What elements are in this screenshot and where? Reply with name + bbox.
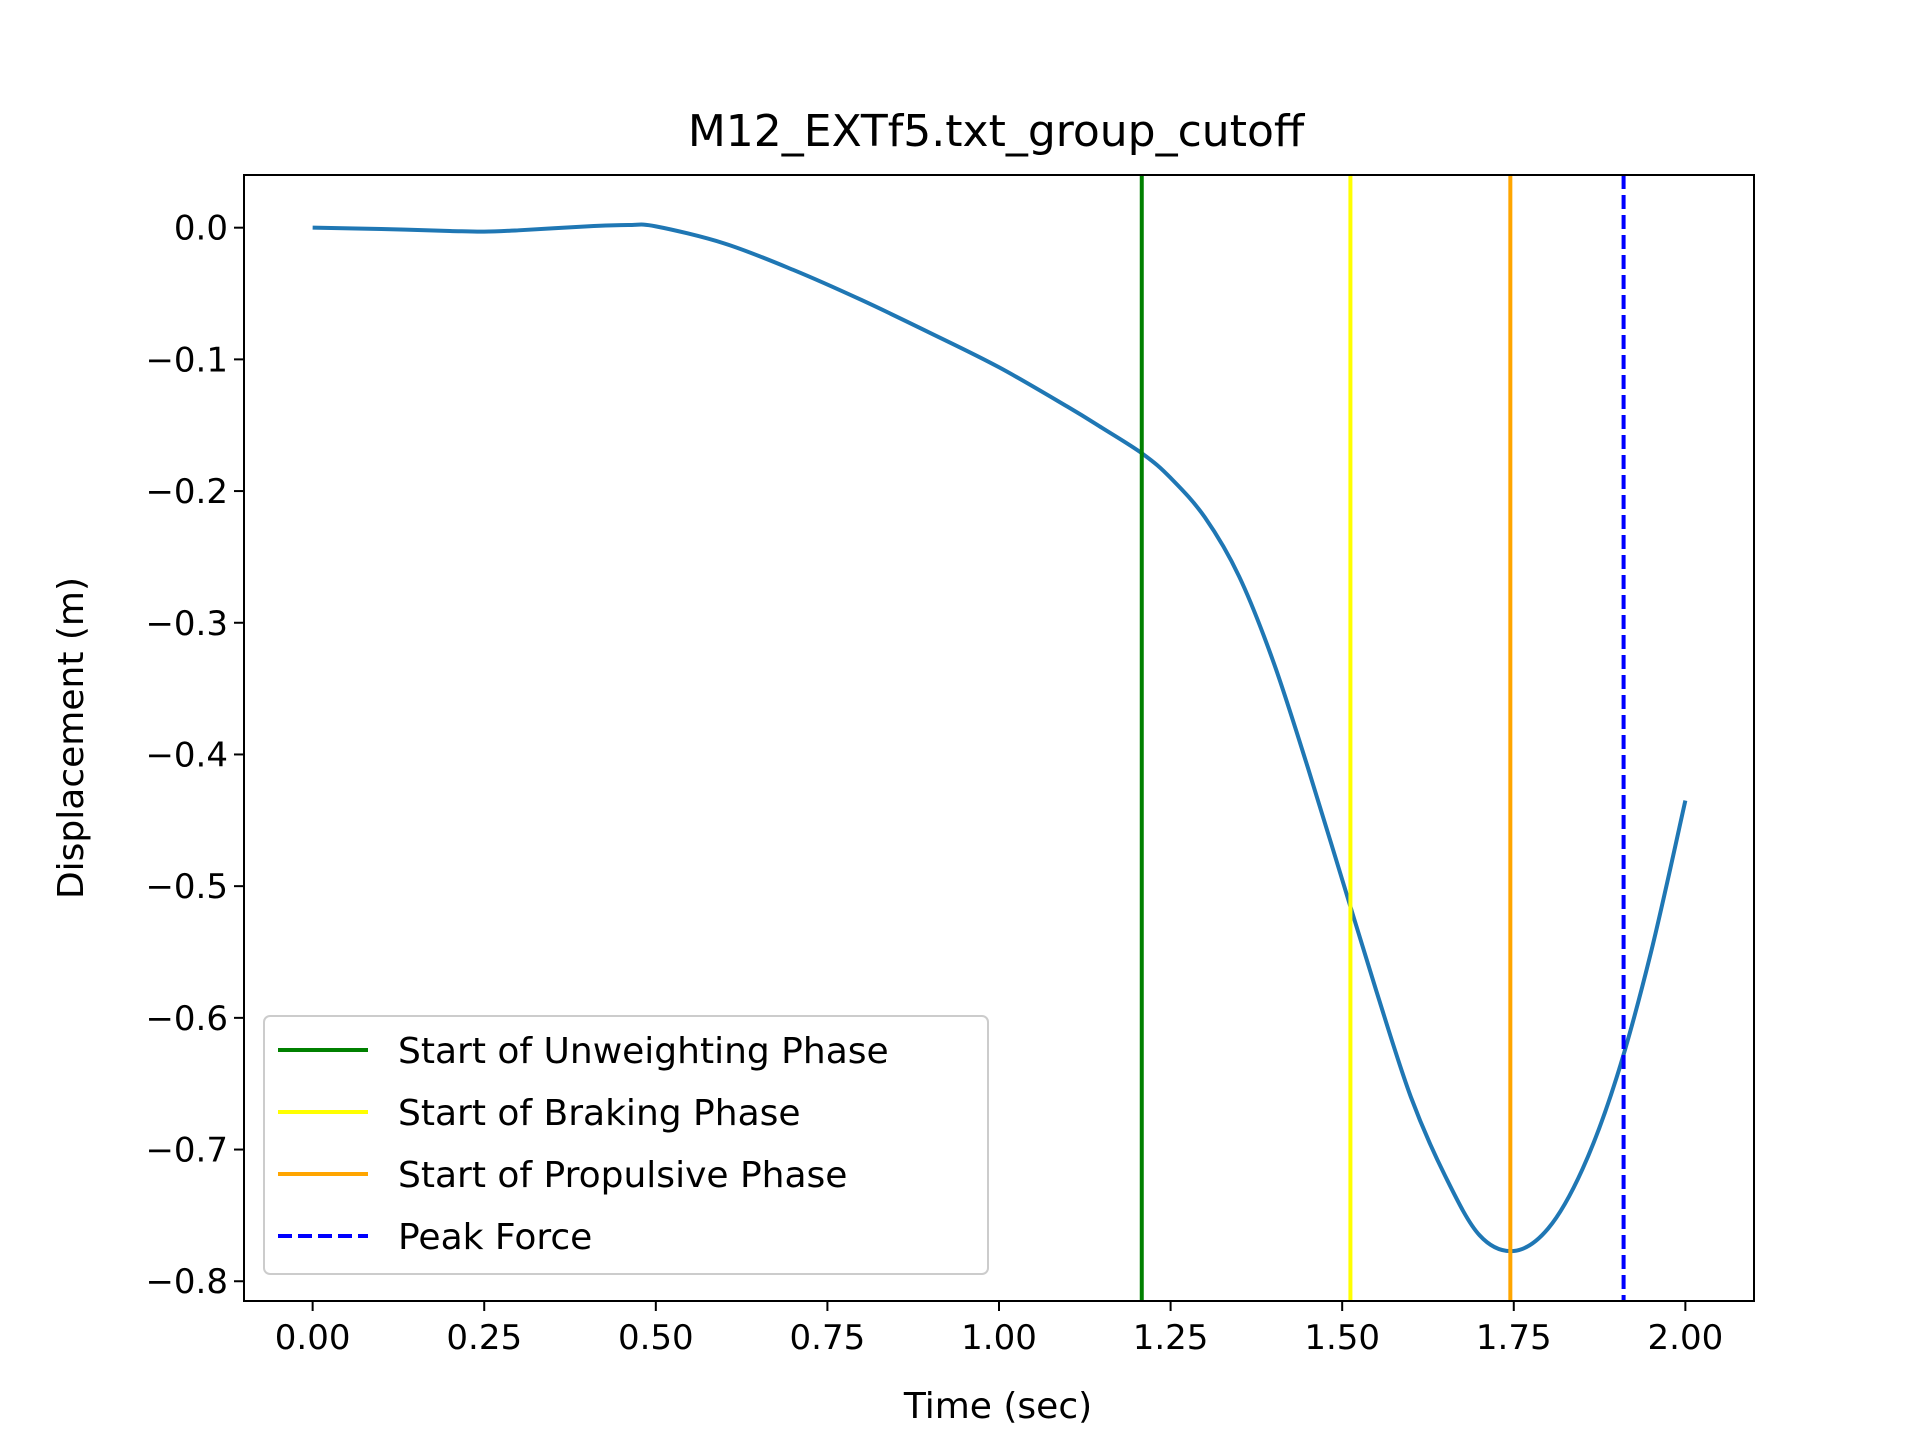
- x-tick-label: 1.50: [1304, 1318, 1380, 1358]
- x-tick-label: 0.50: [618, 1318, 694, 1358]
- y-tick-label: −0.7: [145, 1131, 228, 1171]
- y-tick-label: −0.3: [145, 604, 228, 644]
- legend-box: [263, 1015, 989, 1275]
- y-tick-label: −0.2: [145, 472, 228, 512]
- x-tick-label: 1.25: [1133, 1318, 1209, 1358]
- x-tick-label: 1.75: [1476, 1318, 1552, 1358]
- y-tick-label: −0.1: [145, 340, 228, 380]
- legend-label: Start of Propulsive Phase: [398, 1155, 847, 1196]
- displacement-line: [312, 222, 1688, 1254]
- legend-label: Start of Unweighting Phase: [398, 1031, 889, 1072]
- y-tick-label: −0.5: [145, 867, 228, 907]
- y-tick-label: 0.0: [174, 209, 228, 249]
- chart-title: M12_EXTf5.txt_group_cutoff: [688, 106, 1306, 157]
- legend-label: Peak Force: [398, 1217, 592, 1258]
- x-tick-label: 0.25: [446, 1318, 522, 1358]
- x-axis-label: Time (sec): [903, 1386, 1092, 1427]
- y-axis-label: Displacement (m): [51, 577, 92, 899]
- legend-label: Start of Braking Phase: [398, 1093, 801, 1134]
- y-tick-label: −0.8: [145, 1262, 228, 1302]
- y-tick-label: −0.6: [145, 999, 228, 1039]
- legend: Start of Unweighting Phase Start of Braki…: [263, 1015, 989, 1275]
- x-tick-label: 0.75: [790, 1318, 866, 1358]
- x-tick-label: 1.00: [961, 1318, 1037, 1358]
- x-tick-label: 2.00: [1648, 1318, 1724, 1358]
- x-tick-label: 0.00: [275, 1318, 351, 1358]
- y-tick-label: −0.4: [145, 735, 228, 775]
